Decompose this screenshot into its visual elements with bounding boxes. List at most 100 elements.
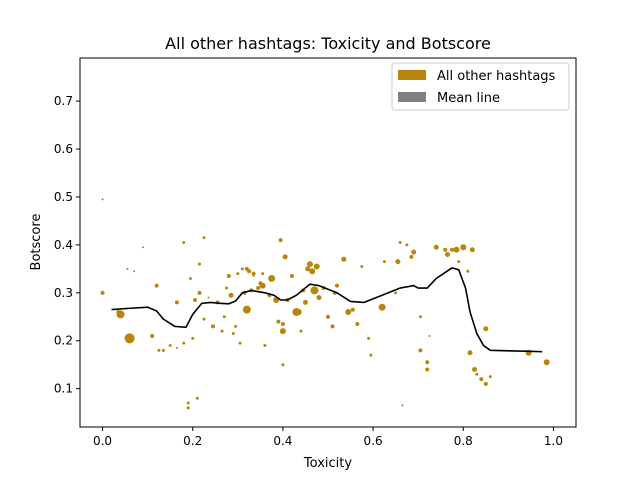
scatter-point (281, 363, 285, 367)
scatter-point (488, 375, 492, 379)
scatter-point (295, 308, 302, 315)
scatter-point (191, 336, 195, 340)
scatter-point (316, 295, 322, 301)
x-tick-label: 0.6 (364, 434, 383, 448)
scatter-point (428, 334, 431, 337)
scatter-point (242, 305, 251, 314)
scatter-point (186, 401, 190, 405)
scatter-point (444, 251, 450, 257)
scatter-point (225, 286, 229, 290)
scatter-point (418, 348, 423, 353)
scatter-point (240, 267, 244, 271)
scatter-point (157, 348, 161, 352)
scatter-point (355, 321, 360, 326)
scatter-point (195, 396, 199, 400)
mean-line (111, 267, 543, 353)
scatter-point (116, 310, 125, 319)
scatter-point (305, 266, 311, 272)
scatter-point (263, 344, 267, 348)
scatter-point (350, 307, 355, 312)
scatter-point (182, 241, 186, 244)
scatter-point (154, 283, 159, 288)
scatter-point (302, 299, 308, 305)
y-tick-label: 0.4 (54, 238, 73, 252)
scatter-point (168, 344, 172, 348)
scatter-point (341, 256, 347, 262)
legend-label-scatter: All other hashtags (437, 69, 556, 84)
scatter-point (278, 238, 283, 243)
scatter-point (367, 336, 371, 340)
scatter-point (405, 243, 409, 247)
scatter-point (234, 324, 238, 328)
x-axis-label: Toxicity (303, 456, 352, 471)
scatter-point (309, 268, 316, 275)
scatter-point (197, 262, 201, 266)
scatter-point (133, 270, 136, 273)
scatter-point (425, 360, 430, 365)
y-tick-label: 0.3 (54, 286, 73, 300)
scatter-point (188, 276, 192, 280)
scatter-point (299, 329, 303, 333)
scatter-point (211, 324, 216, 329)
scatter-point (175, 346, 178, 349)
scatter-point (450, 247, 454, 252)
scatter-point (483, 381, 488, 386)
x-tick-label: 1.0 (544, 434, 563, 448)
axes-frame (79, 57, 577, 428)
scatter-point (443, 247, 448, 252)
scatter-point (186, 406, 190, 410)
legend-label-mean-line: Mean line (437, 91, 500, 106)
y-tick-label: 0.5 (54, 190, 73, 204)
scatter-point (409, 254, 414, 259)
scatter-point (256, 286, 261, 291)
scatter-point (395, 259, 401, 265)
scatter-point (174, 300, 179, 305)
x-tick-label: 0.2 (183, 434, 202, 448)
scatter-point (378, 303, 386, 311)
scatter-point (126, 267, 129, 270)
scatter-point (259, 282, 266, 289)
scatter-point (289, 274, 294, 279)
scatter-point (282, 254, 288, 260)
scatter-point (150, 333, 155, 338)
scatter-point (483, 326, 489, 332)
x-tick-label: 0.0 (93, 434, 112, 448)
scatter-point (345, 308, 352, 315)
scatter-point (313, 263, 320, 270)
line-layer (111, 267, 543, 353)
scatter-point (251, 271, 256, 276)
legend-swatch-scatter (398, 70, 426, 80)
scatter-point (425, 367, 430, 372)
scatter-point (124, 333, 135, 344)
scatter-point (326, 314, 330, 319)
scatter-point (222, 315, 226, 319)
y-tick-label: 0.1 (54, 382, 73, 396)
legend-swatch-mean-line (398, 92, 426, 102)
scatter-point (469, 247, 475, 253)
scatter-point (279, 328, 286, 335)
scatter-point (101, 198, 104, 201)
scatter-point (472, 366, 478, 372)
scatter-point (310, 286, 319, 295)
scatter-point (226, 274, 231, 279)
scatter-point (394, 291, 398, 295)
scatter-point (398, 241, 402, 244)
scatter-point (192, 298, 197, 303)
scatter-point (411, 249, 417, 255)
scatter-point (228, 292, 234, 298)
scatter-point (261, 272, 265, 276)
scatter-point (247, 269, 252, 274)
scatter-layer (100, 198, 550, 410)
scatter-point (238, 341, 242, 345)
scatter-point (433, 244, 439, 250)
y-tick-label: 0.7 (54, 94, 73, 108)
x-axis-ticks: 0.0 0.2 0.4 0.6 0.8 1.0 (93, 427, 563, 448)
scatter-point (268, 274, 276, 282)
y-tick-label: 0.2 (54, 334, 73, 348)
scatter-point (369, 353, 373, 357)
scatter-point (475, 372, 479, 376)
scatter-point (142, 246, 145, 249)
scatter-point (382, 260, 386, 264)
